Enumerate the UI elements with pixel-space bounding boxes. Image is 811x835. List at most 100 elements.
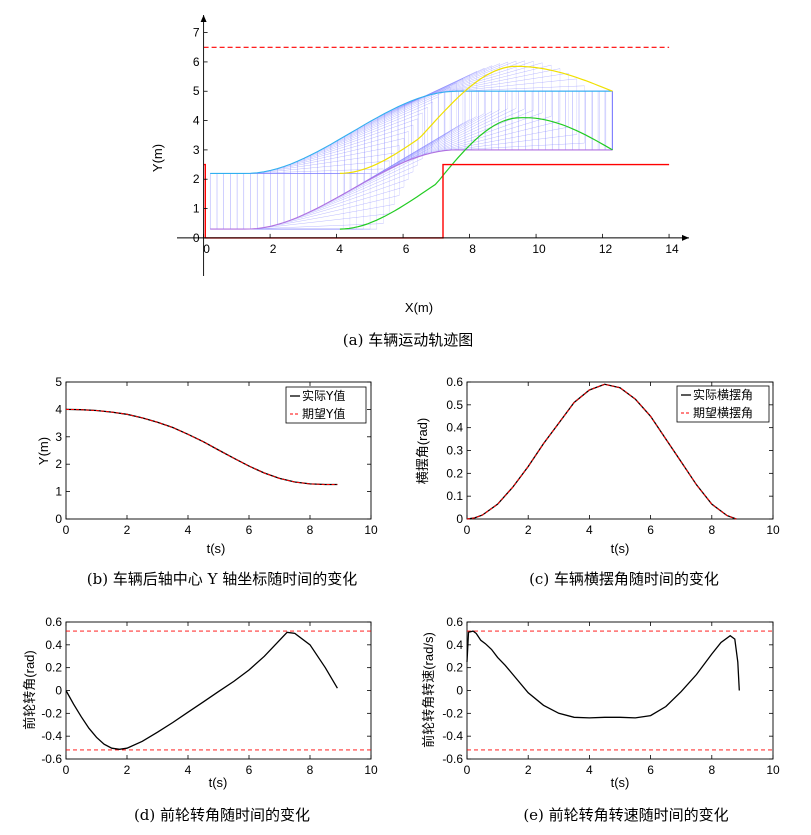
vehicle-side-line [283, 178, 409, 223]
x-tick-label: 8 [307, 763, 314, 777]
vehicle-side-line [290, 124, 414, 165]
vehicle-side-line [310, 107, 428, 156]
panel-d-xlabel: t(s) [209, 775, 228, 790]
y-tick-label: 0.1 [446, 489, 463, 503]
vehicle-side-line [397, 108, 517, 166]
vehicle-side-line [304, 112, 423, 159]
panel-a-caption: (a) 车辆运动轨迹图 [343, 331, 473, 349]
vehicle-side-line [270, 145, 400, 171]
panel-c-ylabel: 横摆角(rad) [415, 418, 430, 484]
panel-b-rear-axle-y: 0 2 4 6 8 10 0 1 2 3 4 5 实际Y值 期望Y值 t(s) Y(m) (b) 车辆… [36, 375, 378, 588]
y-tick-label: 0 [55, 684, 62, 698]
x-tick-label: 6 [647, 523, 654, 537]
y-tick-label: 0.4 [446, 638, 463, 652]
front-left-corner-envelope [339, 65, 613, 174]
series-line [466, 383, 737, 520]
series-line [466, 630, 740, 719]
trajectory-curves [210, 65, 613, 230]
x-tick-label: 0 [63, 763, 70, 777]
panel-d-caption: (d) 前轮转角随时间的变化 [134, 806, 310, 824]
x-tick-label: 4 [586, 523, 593, 537]
y-tick-label: 5 [193, 84, 200, 98]
x-tick-label: 2 [525, 523, 532, 537]
x-tick-label: 6 [246, 763, 253, 777]
vehicle-side-line [438, 72, 569, 94]
y-tick-label: 1 [193, 202, 200, 216]
panel-c-series [466, 383, 737, 520]
panel-b-ylabel: Y(m) [36, 437, 51, 465]
x-tick-label: 2 [270, 242, 277, 256]
plot-frame [65, 381, 372, 520]
panel-c-caption: (c) 车辆横摆角随时间的变化 [529, 570, 719, 588]
y-tick-label: 3 [193, 143, 200, 157]
y-tick-label: 7 [193, 26, 200, 40]
legend-label-desired: 期望Y值 [302, 406, 345, 421]
y-tick-label: 0.6 [45, 615, 62, 629]
vehicle-side-line [431, 68, 561, 95]
x-tick-label: 2 [124, 523, 131, 537]
vehicle-side-line [324, 96, 439, 149]
vehicle-side-line [424, 64, 552, 97]
y-tick-label: 0.2 [45, 661, 62, 675]
panel-a-ylabel: Y(m) [150, 144, 165, 172]
panel-b-caption: (b) 车辆后轴中心 Y 轴坐标随时间的变化 [87, 570, 358, 588]
panel-e-ylabel: 前轮转角转速(rad/s) [421, 632, 436, 748]
panel-d-series [65, 630, 371, 751]
x-tick-label: 10 [766, 763, 780, 777]
y-tick-label: 4 [193, 114, 200, 128]
vehicle-side-line [431, 120, 561, 154]
plot-frame [65, 621, 372, 760]
y-tick-label: 0.2 [446, 661, 463, 675]
y-tick-label: 0 [456, 684, 463, 698]
vehicle-side-line [418, 112, 543, 158]
y-tick-label: 0.6 [446, 615, 463, 629]
x-tick-label: 4 [185, 763, 192, 777]
y-tick-label: 0.5 [446, 398, 463, 412]
vehicle-side-line [257, 160, 390, 174]
vehicle-side-line [263, 152, 395, 173]
x-tick-label: 10 [364, 763, 378, 777]
panel-d-steering-angle: 0 2 4 6 8 10 -0.6 -0.4 -0.2 0 0.2 0.4 0.6 t(s) 前轮转角(… [22, 615, 378, 824]
y-tick-label: 0 [55, 512, 62, 526]
panel-d-axes: 0 2 4 6 8 10 -0.6 -0.4 -0.2 0 0.2 0.4 0.6 [41, 615, 378, 777]
vehicle-side-line [424, 116, 552, 155]
x-tick-label: 12 [599, 242, 613, 256]
y-tick-label: 5 [55, 375, 62, 389]
vehicle-side-line [384, 109, 500, 172]
y-tick-label: -0.6 [442, 752, 463, 766]
y-tick-label: 0 [193, 231, 200, 245]
panel-e-series [466, 630, 773, 751]
series-line [65, 631, 338, 750]
panel-b-legend: 实际Y值 期望Y值 [285, 386, 367, 424]
vehicle-side-line [297, 164, 418, 218]
x-tick-label: 8 [708, 763, 715, 777]
trailer-track-line [210, 149, 613, 230]
y-tick-label: -0.2 [442, 706, 463, 720]
x-tick-label: 2 [124, 763, 131, 777]
x-axis-arrow [682, 234, 689, 241]
panel-a-xlabel: X(m) [405, 300, 433, 315]
x-tick-label: 6 [403, 242, 410, 256]
series-line-desired [65, 408, 338, 485]
vehicle-side-line [263, 204, 395, 228]
x-tick-label: 0 [464, 763, 471, 777]
panel-c-xlabel: t(s) [611, 541, 630, 556]
vehicle-side-line [337, 86, 451, 141]
legend-box [676, 385, 770, 423]
y-tick-label: 4 [55, 402, 62, 416]
vehicle-side-line [377, 65, 492, 118]
panel-e-caption: (e) 前轮转角转速随时间的变化 [523, 806, 728, 824]
x-tick-label: 10 [364, 523, 378, 537]
vehicle-side-line [391, 108, 508, 169]
legend-box [285, 386, 367, 424]
vehicle-side-line [317, 101, 433, 152]
y-tick-label: 0.3 [446, 444, 463, 458]
y-tick-label: 0.4 [446, 421, 463, 435]
vehicle-side-line [283, 131, 409, 167]
panel-b-axes: 0 2 4 6 8 10 0 1 2 3 4 5 [55, 375, 378, 537]
panel-c-legend: 实际横摆角 期望横摆角 [676, 385, 770, 423]
x-tick-label: 4 [185, 523, 192, 537]
x-tick-label: 10 [532, 242, 546, 256]
vehicle-side-line [357, 119, 470, 187]
